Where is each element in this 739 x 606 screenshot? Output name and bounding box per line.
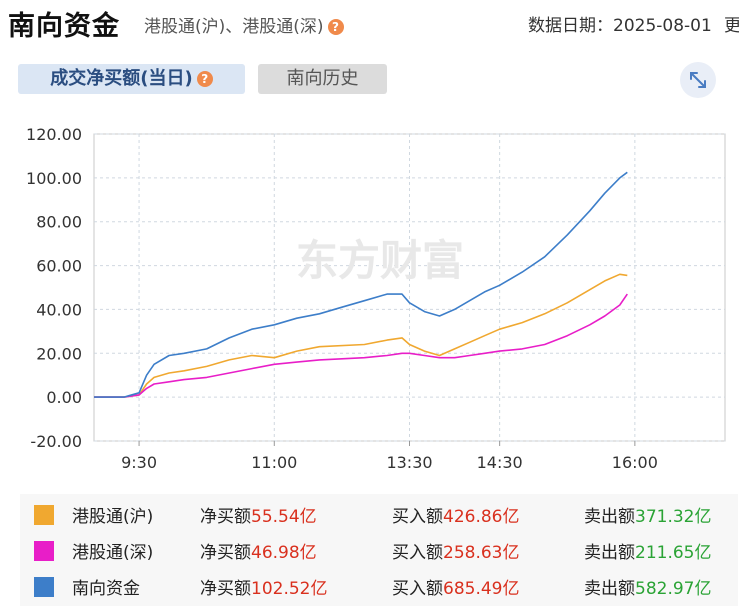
- tab-net-buy-today-label: 成交净买额(当日): [50, 68, 193, 89]
- help-icon[interactable]: ?: [327, 19, 344, 35]
- legend-row-sz: 港股通(深) 净买额46.98亿 买入额258.63亿 卖出额211.65亿: [20, 532, 738, 568]
- net-buy: 净买额46.98亿: [200, 538, 317, 563]
- y-tick-label: 40.00: [36, 300, 82, 319]
- legend-swatch-total: [34, 577, 54, 597]
- y-tick-label: 100.00: [26, 169, 82, 188]
- chart-axes: 120.00 100.00 80.00 60.00 40.00 20.00 0.00 -20.…: [26, 125, 658, 472]
- buy-amount: 买入额685.49亿: [392, 574, 519, 599]
- expand-button[interactable]: [680, 62, 716, 98]
- watermark: 东方财富: [296, 236, 464, 285]
- legend-table: 港股通(沪) 净买额55.54亿 买入额426.86亿 卖出额371.32亿 港…: [20, 494, 738, 606]
- y-tick-label: 20.00: [36, 344, 82, 363]
- series-line-0: [94, 273, 628, 398]
- x-tick-label: 16:00: [612, 453, 658, 472]
- header: 南向资金 港股通(沪)、港股通(深)? 数据日期：2025-08-01 更: [0, 0, 739, 50]
- chart-series: [94, 171, 628, 398]
- sell-amount-label: 卖出额: [584, 543, 635, 563]
- sell-amount: 卖出额582.97亿: [584, 574, 711, 599]
- more-link[interactable]: 更: [724, 16, 739, 36]
- buy-amount: 买入额258.63亿: [392, 538, 519, 563]
- series-line-2: [94, 171, 628, 398]
- buy-amount-label: 买入额: [392, 507, 443, 527]
- tab-southbound-history[interactable]: 南向历史: [258, 64, 387, 94]
- sell-amount-value: 371.32亿: [635, 507, 712, 527]
- line-chart: 东方财富 120.00 100.00 80.00 60.00 40.00 20.00 0.0…: [26, 125, 726, 472]
- y-tick-label: 0.00: [46, 388, 82, 407]
- x-tick-label: 11:00: [251, 453, 297, 472]
- sell-amount-label: 卖出额: [584, 507, 635, 527]
- buy-amount-label: 买入额: [392, 579, 443, 599]
- net-buy-value: 46.98亿: [251, 543, 317, 563]
- legend-swatch-sz: [34, 541, 54, 561]
- subtitle-text: 港股通(沪)、港股通(深): [144, 17, 324, 37]
- sell-amount-value: 582.97亿: [635, 579, 712, 599]
- net-buy-label: 净买额: [200, 543, 251, 563]
- sell-amount-value: 211.65亿: [635, 543, 712, 563]
- data-date: 数据日期：2025-08-01: [528, 16, 712, 36]
- y-tick-label: 80.00: [36, 213, 82, 232]
- series-line-1: [94, 293, 628, 398]
- net-buy-value: 55.54亿: [251, 507, 317, 527]
- buy-amount-value: 685.49亿: [443, 579, 520, 599]
- x-tick-label: 9:30: [121, 453, 157, 472]
- net-buy-label: 净买额: [200, 579, 251, 599]
- x-tick-label: 14:30: [477, 453, 523, 472]
- legend-name-sz: 港股通(深): [72, 543, 154, 563]
- buy-amount: 买入额426.86亿: [392, 502, 519, 527]
- tab-southbound-history-label: 南向历史: [286, 68, 359, 89]
- help-icon[interactable]: ?: [196, 71, 213, 87]
- y-tick-label: -20.00: [30, 432, 82, 451]
- net-buy: 净买额102.52亿: [200, 574, 327, 599]
- buy-amount-value: 258.63亿: [443, 543, 520, 563]
- buy-amount-label: 买入额: [392, 543, 443, 563]
- legend-name-total: 南向资金: [72, 579, 140, 599]
- chart-grid: [93, 133, 726, 442]
- legend-name-sh: 港股通(沪): [72, 507, 154, 527]
- page-subtitle: 港股通(沪)、港股通(深)?: [144, 12, 344, 37]
- net-buy-label: 净买额: [200, 507, 251, 527]
- legend-row-sh: 港股通(沪) 净买额55.54亿 买入额426.86亿 卖出额371.32亿: [20, 496, 738, 532]
- sell-amount: 卖出额371.32亿: [584, 502, 711, 527]
- page-title: 南向资金: [8, 11, 120, 42]
- x-tick-label: 13:30: [386, 453, 432, 472]
- y-tick-label: 120.00: [26, 125, 82, 144]
- y-tick-label: 60.00: [36, 257, 82, 276]
- net-buy-value: 102.52亿: [251, 579, 328, 599]
- legend-row-total: 南向资金 净买额102.52亿 买入额685.49亿 卖出额582.97亿: [20, 568, 738, 604]
- expand-icon: [690, 72, 706, 88]
- net-buy: 净买额55.54亿: [200, 502, 317, 527]
- legend-swatch-sh: [34, 505, 54, 525]
- sell-amount-label: 卖出额: [584, 579, 635, 599]
- tab-net-buy-today[interactable]: 成交净买额(当日)?: [18, 64, 245, 94]
- sell-amount: 卖出额211.65亿: [584, 538, 711, 563]
- buy-amount-value: 426.86亿: [443, 507, 520, 527]
